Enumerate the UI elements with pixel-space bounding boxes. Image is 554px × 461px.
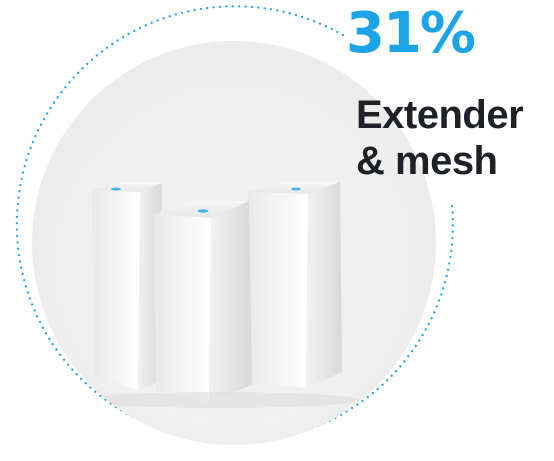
stat-label-line-1: Extender (356, 93, 524, 137)
stat-percentage: 31% (346, 1, 476, 66)
stat-label: Extender & mesh (356, 92, 524, 184)
stat-label-line-2: & mesh (356, 139, 498, 183)
